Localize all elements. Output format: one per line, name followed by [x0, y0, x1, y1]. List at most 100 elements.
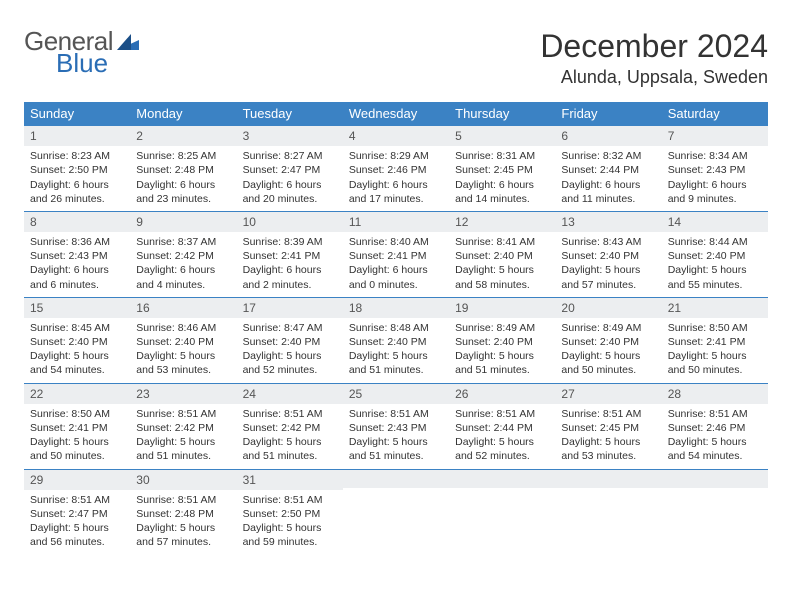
sunrise-text: Sunrise: 8:31 AM — [455, 149, 549, 163]
daylight-text: Daylight: 6 hours and 2 minutes. — [243, 263, 337, 291]
day-details: Sunrise: 8:25 AMSunset: 2:48 PMDaylight:… — [130, 146, 236, 211]
calendar-cell: 26Sunrise: 8:51 AMSunset: 2:44 PMDayligh… — [449, 383, 555, 469]
calendar-row: 8Sunrise: 8:36 AMSunset: 2:43 PMDaylight… — [24, 211, 768, 297]
sunrise-text: Sunrise: 8:45 AM — [30, 321, 124, 335]
day-number: 2 — [130, 126, 236, 146]
sunset-text: Sunset: 2:40 PM — [561, 335, 655, 349]
day-details: Sunrise: 8:40 AMSunset: 2:41 PMDaylight:… — [343, 232, 449, 297]
calendar-cell: 1Sunrise: 8:23 AMSunset: 2:50 PMDaylight… — [24, 126, 130, 212]
day-number: 3 — [237, 126, 343, 146]
calendar-cell: 12Sunrise: 8:41 AMSunset: 2:40 PMDayligh… — [449, 211, 555, 297]
logo: General Blue — [24, 28, 139, 76]
daylight-text: Daylight: 5 hours and 51 minutes. — [136, 435, 230, 463]
calendar-cell: 5Sunrise: 8:31 AMSunset: 2:45 PMDaylight… — [449, 126, 555, 212]
calendar-cell: 21Sunrise: 8:50 AMSunset: 2:41 PMDayligh… — [662, 297, 768, 383]
empty-day — [662, 470, 768, 488]
day-number: 31 — [237, 470, 343, 490]
sunrise-text: Sunrise: 8:32 AM — [561, 149, 655, 163]
sunrise-text: Sunrise: 8:50 AM — [30, 407, 124, 421]
daylight-text: Daylight: 6 hours and 9 minutes. — [668, 178, 762, 206]
daylight-text: Daylight: 5 hours and 51 minutes. — [349, 435, 443, 463]
sunrise-text: Sunrise: 8:51 AM — [30, 493, 124, 507]
daylight-text: Daylight: 6 hours and 4 minutes. — [136, 263, 230, 291]
calendar-cell — [343, 469, 449, 554]
calendar-cell: 4Sunrise: 8:29 AMSunset: 2:46 PMDaylight… — [343, 126, 449, 212]
daylight-text: Daylight: 5 hours and 50 minutes. — [561, 349, 655, 377]
day-details: Sunrise: 8:27 AMSunset: 2:47 PMDaylight:… — [237, 146, 343, 211]
day-number: 15 — [24, 298, 130, 318]
calendar-cell: 28Sunrise: 8:51 AMSunset: 2:46 PMDayligh… — [662, 383, 768, 469]
calendar-cell: 19Sunrise: 8:49 AMSunset: 2:40 PMDayligh… — [449, 297, 555, 383]
weekday-header: Monday — [130, 102, 236, 126]
daylight-text: Daylight: 5 hours and 53 minutes. — [136, 349, 230, 377]
day-details: Sunrise: 8:44 AMSunset: 2:40 PMDaylight:… — [662, 232, 768, 297]
daylight-text: Daylight: 5 hours and 55 minutes. — [668, 263, 762, 291]
day-details: Sunrise: 8:51 AMSunset: 2:47 PMDaylight:… — [24, 490, 130, 555]
daylight-text: Daylight: 5 hours and 51 minutes. — [455, 349, 549, 377]
sunrise-text: Sunrise: 8:49 AM — [561, 321, 655, 335]
daylight-text: Daylight: 5 hours and 50 minutes. — [30, 435, 124, 463]
daylight-text: Daylight: 6 hours and 6 minutes. — [30, 263, 124, 291]
day-details: Sunrise: 8:46 AMSunset: 2:40 PMDaylight:… — [130, 318, 236, 383]
sunrise-text: Sunrise: 8:47 AM — [243, 321, 337, 335]
sunrise-text: Sunrise: 8:41 AM — [455, 235, 549, 249]
day-details: Sunrise: 8:49 AMSunset: 2:40 PMDaylight:… — [555, 318, 661, 383]
day-details: Sunrise: 8:36 AMSunset: 2:43 PMDaylight:… — [24, 232, 130, 297]
sunrise-text: Sunrise: 8:51 AM — [455, 407, 549, 421]
day-number: 9 — [130, 212, 236, 232]
daylight-text: Daylight: 5 hours and 52 minutes. — [455, 435, 549, 463]
daylight-text: Daylight: 5 hours and 56 minutes. — [30, 521, 124, 549]
day-number: 23 — [130, 384, 236, 404]
calendar-cell: 9Sunrise: 8:37 AMSunset: 2:42 PMDaylight… — [130, 211, 236, 297]
weekday-header-row: SundayMondayTuesdayWednesdayThursdayFrid… — [24, 102, 768, 126]
calendar-cell: 29Sunrise: 8:51 AMSunset: 2:47 PMDayligh… — [24, 469, 130, 554]
day-details: Sunrise: 8:51 AMSunset: 2:43 PMDaylight:… — [343, 404, 449, 469]
day-details: Sunrise: 8:39 AMSunset: 2:41 PMDaylight:… — [237, 232, 343, 297]
sunrise-text: Sunrise: 8:51 AM — [243, 407, 337, 421]
page-title: December 2024 — [540, 28, 768, 65]
day-number: 26 — [449, 384, 555, 404]
sunset-text: Sunset: 2:40 PM — [349, 335, 443, 349]
sunrise-text: Sunrise: 8:34 AM — [668, 149, 762, 163]
calendar-cell: 27Sunrise: 8:51 AMSunset: 2:45 PMDayligh… — [555, 383, 661, 469]
empty-day — [555, 470, 661, 488]
sunset-text: Sunset: 2:42 PM — [243, 421, 337, 435]
day-details: Sunrise: 8:51 AMSunset: 2:42 PMDaylight:… — [237, 404, 343, 469]
day-details: Sunrise: 8:51 AMSunset: 2:44 PMDaylight:… — [449, 404, 555, 469]
sunrise-text: Sunrise: 8:46 AM — [136, 321, 230, 335]
sunset-text: Sunset: 2:50 PM — [243, 507, 337, 521]
calendar-cell — [449, 469, 555, 554]
logo-flag-icon — [117, 34, 139, 53]
daylight-text: Daylight: 6 hours and 20 minutes. — [243, 178, 337, 206]
sunrise-text: Sunrise: 8:51 AM — [349, 407, 443, 421]
title-block: December 2024 Alunda, Uppsala, Sweden — [540, 28, 768, 88]
calendar-cell: 3Sunrise: 8:27 AMSunset: 2:47 PMDaylight… — [237, 126, 343, 212]
weekday-header: Friday — [555, 102, 661, 126]
sunrise-text: Sunrise: 8:50 AM — [668, 321, 762, 335]
calendar-cell: 8Sunrise: 8:36 AMSunset: 2:43 PMDaylight… — [24, 211, 130, 297]
sunrise-text: Sunrise: 8:51 AM — [668, 407, 762, 421]
calendar-cell: 16Sunrise: 8:46 AMSunset: 2:40 PMDayligh… — [130, 297, 236, 383]
day-details: Sunrise: 8:51 AMSunset: 2:48 PMDaylight:… — [130, 490, 236, 555]
sunrise-text: Sunrise: 8:40 AM — [349, 235, 443, 249]
calendar-cell — [662, 469, 768, 554]
sunset-text: Sunset: 2:44 PM — [561, 163, 655, 177]
daylight-text: Daylight: 6 hours and 14 minutes. — [455, 178, 549, 206]
daylight-text: Daylight: 5 hours and 58 minutes. — [455, 263, 549, 291]
sunrise-text: Sunrise: 8:27 AM — [243, 149, 337, 163]
sunset-text: Sunset: 2:50 PM — [30, 163, 124, 177]
daylight-text: Daylight: 5 hours and 53 minutes. — [561, 435, 655, 463]
day-number: 13 — [555, 212, 661, 232]
sunset-text: Sunset: 2:40 PM — [455, 335, 549, 349]
day-number: 18 — [343, 298, 449, 318]
daylight-text: Daylight: 5 hours and 51 minutes. — [349, 349, 443, 377]
day-number: 30 — [130, 470, 236, 490]
daylight-text: Daylight: 5 hours and 52 minutes. — [243, 349, 337, 377]
day-number: 19 — [449, 298, 555, 318]
calendar-cell: 15Sunrise: 8:45 AMSunset: 2:40 PMDayligh… — [24, 297, 130, 383]
day-number: 6 — [555, 126, 661, 146]
sunset-text: Sunset: 2:40 PM — [455, 249, 549, 263]
sunrise-text: Sunrise: 8:51 AM — [136, 493, 230, 507]
sunrise-text: Sunrise: 8:29 AM — [349, 149, 443, 163]
weekday-header: Tuesday — [237, 102, 343, 126]
